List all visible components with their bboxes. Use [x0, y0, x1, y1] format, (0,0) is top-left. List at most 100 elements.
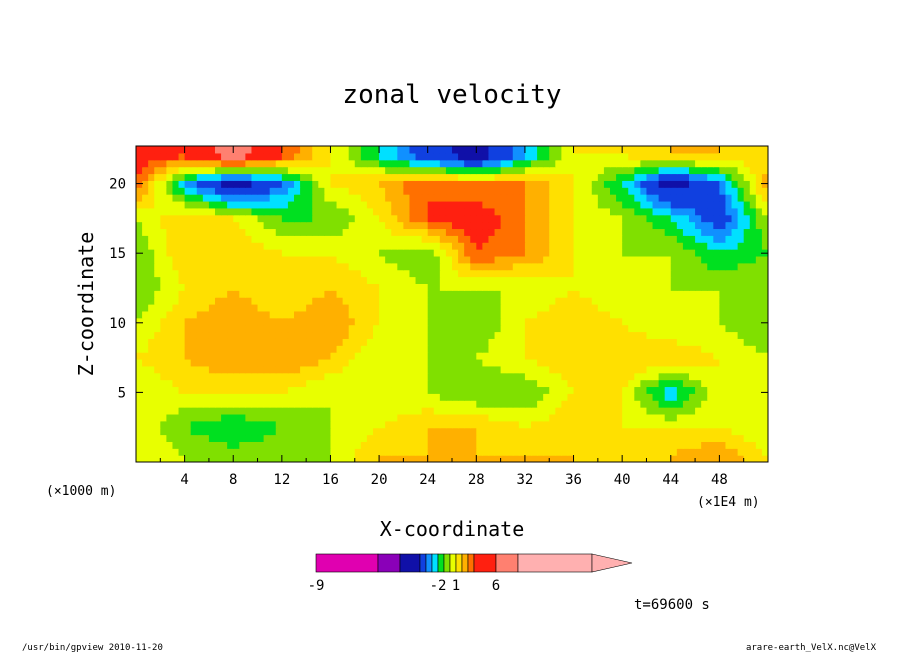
field-cell — [470, 207, 477, 216]
field-cell — [348, 434, 356, 442]
field-cell — [166, 200, 174, 209]
field-cell — [755, 352, 763, 360]
field-cell — [342, 413, 350, 422]
field-cell — [731, 242, 739, 250]
field-cell — [628, 379, 635, 388]
field-cell — [634, 427, 641, 436]
field-cell — [646, 242, 654, 250]
field-cell — [136, 242, 143, 250]
field-cell — [646, 255, 654, 264]
field-cell — [269, 379, 277, 388]
field-cell — [761, 304, 768, 312]
field-cell — [184, 379, 192, 388]
field-cell — [251, 372, 259, 381]
field-cell — [488, 304, 496, 312]
field-cell — [263, 235, 271, 243]
field-cell — [142, 455, 149, 462]
field-cell — [227, 249, 234, 257]
field-cell — [524, 352, 532, 360]
field-cell — [397, 393, 404, 401]
field-cell — [330, 331, 338, 339]
field-cell — [476, 372, 483, 381]
field-cell — [464, 249, 471, 257]
field-cell — [154, 262, 161, 271]
field-cell — [385, 200, 392, 209]
field-cell — [245, 345, 253, 353]
field-cell — [695, 146, 702, 154]
field-cell — [488, 166, 496, 175]
field-cell — [202, 214, 210, 223]
field-cell — [251, 228, 259, 236]
field-cell — [682, 166, 690, 175]
field-cell — [664, 331, 672, 339]
field-cell — [154, 276, 161, 284]
field-cell — [281, 146, 289, 154]
field-cell — [573, 338, 581, 346]
field-cell — [373, 352, 380, 360]
field-cell — [494, 207, 502, 216]
field-cell — [597, 448, 605, 456]
field-cell — [148, 159, 155, 168]
field-cell — [464, 393, 471, 401]
field-cell — [397, 146, 404, 154]
field-cell — [646, 235, 654, 243]
field-cell — [646, 331, 654, 339]
field-cell — [251, 221, 259, 230]
field-cell — [427, 235, 435, 243]
field-cell — [749, 345, 757, 353]
field-cell — [458, 317, 465, 326]
field-cell — [354, 283, 362, 291]
field-cell — [658, 249, 666, 257]
field-cell — [324, 379, 332, 388]
field-cell — [689, 214, 696, 223]
field-cell — [682, 152, 690, 161]
field-cell — [336, 379, 344, 388]
field-cell — [713, 338, 720, 346]
field-cell — [543, 427, 550, 436]
field-cell — [737, 173, 745, 181]
field-cell — [616, 345, 623, 353]
field-cell — [470, 214, 477, 223]
field-cell — [670, 317, 678, 326]
field-cell — [561, 365, 569, 374]
field-cell — [275, 187, 283, 195]
field-cell — [682, 304, 690, 312]
field-cell — [281, 200, 289, 209]
field-cell — [518, 228, 526, 236]
field-cell — [524, 166, 532, 175]
field-cell — [658, 276, 666, 284]
field-cell — [306, 283, 313, 291]
field-cell — [622, 269, 629, 278]
field-cell — [476, 187, 483, 195]
field-cell — [518, 358, 526, 367]
field-cell — [761, 242, 768, 250]
field-cell — [403, 386, 411, 394]
field-cell — [658, 152, 666, 161]
field-cell — [555, 413, 562, 422]
field-cell — [427, 434, 435, 442]
field-cell — [233, 393, 240, 401]
field-cell — [737, 180, 745, 188]
field-cell — [318, 159, 325, 168]
field-cell — [628, 166, 635, 175]
field-cell — [202, 358, 210, 367]
field-cell — [312, 400, 319, 408]
field-cell — [142, 214, 149, 223]
field-cell — [330, 249, 338, 257]
field-cell — [233, 207, 240, 216]
field-cell — [561, 352, 569, 360]
field-cell — [707, 372, 714, 381]
field-cell — [348, 413, 356, 422]
field-cell — [233, 187, 240, 195]
field-cell — [713, 200, 720, 209]
field-cell — [366, 290, 374, 298]
field-cell — [506, 420, 514, 429]
field-cell — [622, 304, 629, 312]
field-cell — [306, 448, 313, 456]
field-cell — [725, 324, 733, 333]
field-cell — [287, 255, 295, 264]
field-cell — [336, 207, 344, 216]
field-cell — [324, 317, 332, 326]
field-cell — [385, 420, 392, 429]
field-cell — [342, 249, 350, 257]
